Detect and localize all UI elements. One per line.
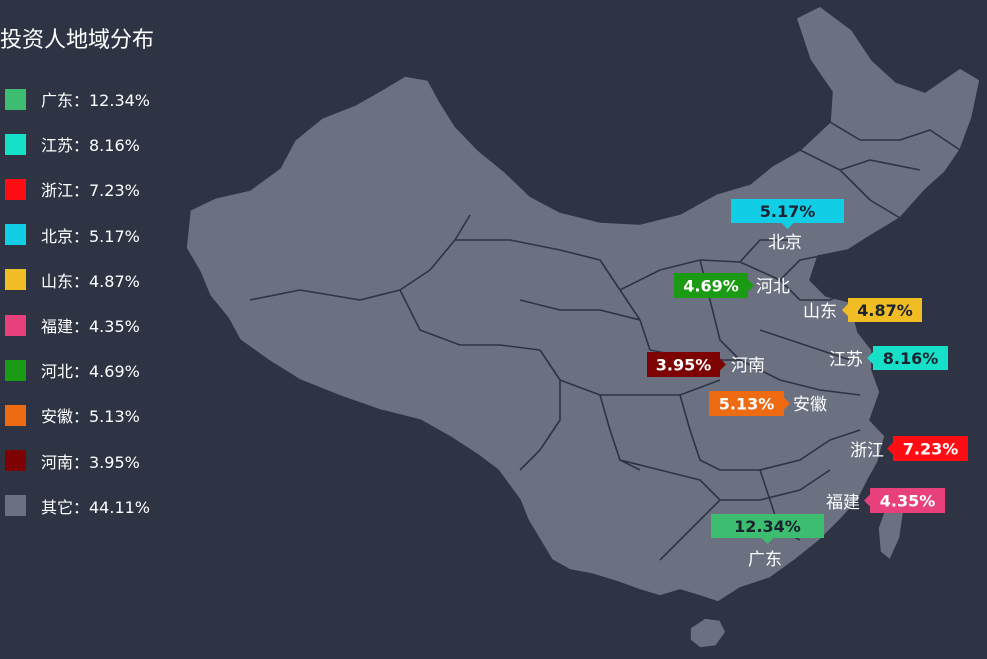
legend-item[interactable]: 福建：4.35%	[5, 313, 140, 337]
legend-item[interactable]: 山东：4.87%	[5, 268, 140, 292]
callout-box	[864, 488, 945, 513]
callout-江苏[interactable]: 8.16% 江苏	[829, 346, 948, 370]
callout-山东[interactable]: 4.87% 山东	[803, 298, 922, 322]
legend-swatch	[5, 224, 26, 246]
province-name: 江苏	[829, 350, 863, 370]
callout-box	[867, 346, 948, 370]
legend-label: 广东：12.34%	[41, 91, 151, 110]
province-name: 福建	[826, 493, 860, 513]
callout-box	[731, 199, 844, 229]
callout-value: 4.35%	[880, 492, 936, 511]
legend-item[interactable]: 河南：3.95%	[5, 449, 140, 473]
legend-swatch	[5, 450, 26, 472]
callout-广东[interactable]: 12.34% 广东	[711, 514, 824, 570]
legend-label: 其它：44.11%	[41, 497, 151, 517]
china-outline	[185, 5, 981, 603]
legend-swatch	[5, 88, 26, 110]
callouts-layer: 5.17% 北京 4.69% 河北 4.87% 山东 8.16% 江苏 3.95% 河南 5.13%…	[647, 199, 968, 570]
legend-item[interactable]: 浙江：7.23%	[5, 177, 140, 201]
callout-box	[711, 514, 824, 544]
callout-河北[interactable]: 4.69% 河北	[674, 273, 790, 298]
legend-swatch	[5, 404, 26, 426]
chart-title: 投资人地域分布	[0, 28, 155, 53]
legend-label: 安徽：5.13%	[41, 407, 140, 427]
legend-label: 江苏：8.16%	[41, 136, 140, 156]
province-name: 浙江	[850, 441, 884, 461]
province-name: 北京	[768, 233, 802, 253]
legend-item[interactable]: 其它：44.11%	[5, 494, 150, 518]
legend-item[interactable]: 江苏：8.16%	[5, 132, 140, 156]
province-borders	[249, 121, 961, 561]
legend-swatch	[5, 359, 26, 381]
legend-swatch	[5, 178, 26, 200]
legend-label: 北京：5.17%	[41, 226, 140, 246]
province-name: 广东	[748, 550, 782, 570]
callout-北京[interactable]: 5.17% 北京	[731, 199, 844, 253]
callout-河南[interactable]: 3.95% 河南	[647, 352, 765, 377]
province-name: 安徽	[793, 395, 827, 415]
callout-value: 4.87%	[857, 301, 913, 320]
hainan-island	[689, 617, 727, 649]
callout-福建[interactable]: 4.35% 福建	[826, 488, 945, 513]
callout-value: 7.23%	[903, 440, 959, 459]
callout-value: 12.34%	[734, 517, 801, 536]
legend-swatch	[5, 314, 26, 336]
callout-value: 3.95%	[656, 356, 712, 375]
legend-label: 山东：4.87%	[41, 271, 140, 291]
legend-item[interactable]: 北京：5.17%	[5, 223, 140, 247]
legend-label: 浙江：7.23%	[41, 181, 140, 201]
province-name: 山东	[803, 302, 837, 322]
legend-item[interactable]: 安徽：5.13%	[5, 403, 140, 427]
callout-box	[709, 391, 790, 416]
callout-value: 8.16%	[883, 349, 939, 368]
legend-label: 河南：3.95%	[41, 452, 140, 472]
callout-box	[647, 352, 726, 377]
legend-label: 河北：4.69%	[41, 362, 140, 382]
legend-item[interactable]: 广东：12.34%	[5, 87, 150, 111]
legend-swatch	[5, 495, 26, 517]
callout-value: 5.17%	[760, 202, 816, 221]
legend-item[interactable]: 河北：4.69%	[5, 358, 140, 382]
callout-浙江[interactable]: 7.23% 浙江	[850, 436, 968, 461]
legend-label: 福建：4.35%	[41, 317, 140, 336]
callout-安徽[interactable]: 5.13% 安徽	[709, 391, 827, 416]
callout-value: 4.69%	[683, 277, 739, 296]
callout-value: 5.13%	[719, 395, 775, 414]
province-name: 河北	[756, 277, 790, 297]
province-name: 河南	[731, 356, 765, 376]
callout-box	[887, 436, 968, 461]
callout-box	[674, 273, 754, 298]
legend-swatch	[5, 269, 26, 291]
callout-box	[842, 298, 922, 322]
legend-swatch	[5, 133, 26, 155]
